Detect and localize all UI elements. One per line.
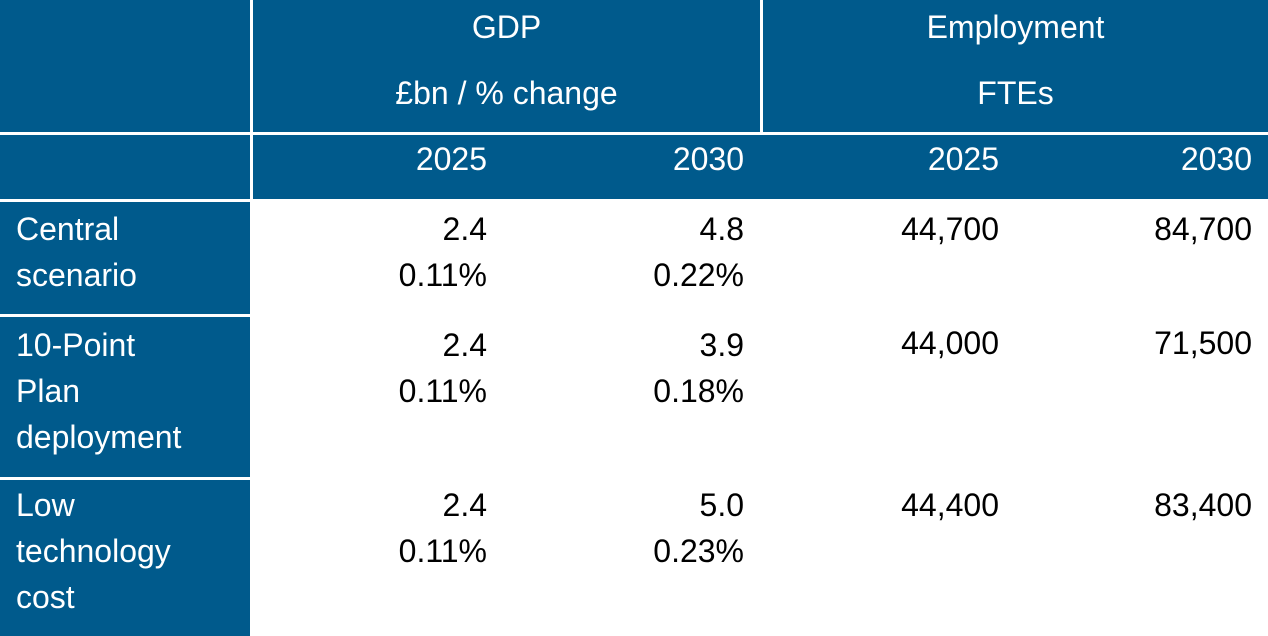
year-gdp-2030: 2030 (672, 141, 744, 177)
gdp-2025-cell: 2.4 0.11% (253, 322, 487, 414)
year-gdp-2025: 2025 (415, 141, 487, 177)
emp-2030-cell: 71,500 (1154, 325, 1252, 361)
row-label-line: 10-Point (16, 327, 136, 363)
emp-2025-cell: 44,400 (901, 487, 999, 523)
gdp-2025-cell: 2.4 0.11% (253, 206, 487, 298)
emp-2030-cell: 84,700 (1154, 211, 1252, 247)
gdp-unit: £bn / % change (395, 75, 618, 111)
gdp-change: 0.11% (398, 257, 487, 293)
year-emp-2030: 2030 (1180, 141, 1252, 177)
gdp-value: 4.8 (699, 211, 744, 247)
gdp-change: 0.18% (653, 373, 744, 409)
gdp-2025-cell: 2.4 0.11% (253, 482, 487, 574)
gdp-value: 2.4 (442, 211, 487, 247)
row-label-low-technology-cost: Low technology cost (0, 480, 250, 636)
row-label-line: Plan (16, 373, 81, 409)
row-label-line: Central (16, 211, 120, 247)
employment-title: Employment (926, 9, 1105, 45)
year-row (253, 135, 1268, 199)
gdp-header: GDP £bn / % change (253, 0, 760, 132)
employment-unit: FTEs (977, 75, 1054, 111)
gdp-change: 0.23% (653, 533, 744, 569)
corner-header-cell (0, 0, 250, 132)
row-label-line: scenario (16, 257, 137, 293)
gdp-value: 2.4 (442, 487, 487, 523)
gdp-value: 2.4 (442, 327, 487, 363)
gdp-value: 3.9 (699, 327, 744, 363)
year-row-label-cell (0, 135, 250, 199)
gdp-2030-cell: 4.8 0.22% (500, 206, 744, 298)
gdp-change: 0.11% (398, 533, 487, 569)
row-label-line: Low (16, 487, 75, 523)
gdp-2030-cell: 5.0 0.23% (500, 482, 744, 574)
row-label-line: cost (16, 579, 75, 615)
gdp-change: 0.11% (398, 373, 487, 409)
gdp-change: 0.22% (653, 257, 744, 293)
emp-2025-cell: 44,700 (901, 211, 999, 247)
emp-2025-cell: 44,000 (901, 325, 999, 361)
row-label-10-point-plan: 10-Point Plan deployment (0, 317, 250, 477)
gdp-2030-cell: 3.9 0.18% (500, 322, 744, 414)
gdp-value: 5.0 (699, 487, 744, 523)
emp-2030-cell: 83,400 (1154, 487, 1252, 523)
gdp-title: GDP (471, 9, 542, 45)
row-label-line: technology (16, 533, 171, 569)
row-label-line: deployment (16, 419, 182, 455)
employment-header: Employment FTEs (763, 0, 1268, 132)
row-label-central-scenario: Central scenario (0, 202, 250, 314)
year-emp-2025: 2025 (927, 141, 999, 177)
